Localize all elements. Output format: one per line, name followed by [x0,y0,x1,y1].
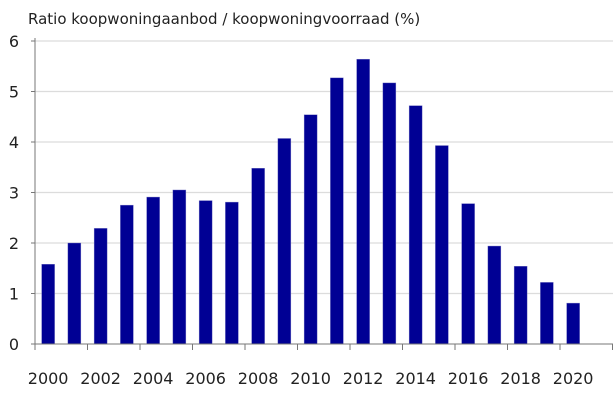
bar-2007 [225,201,239,345]
bar-2003 [120,204,134,345]
bar-2017 [487,245,502,345]
y-tick-label: 4 [9,133,19,152]
x-tick-label: 2006 [185,369,226,388]
y-tick-label: 5 [9,83,19,102]
bar-2016 [461,203,475,345]
x-tick-label: 2020 [553,369,594,388]
x-tick-label: 2000 [28,369,69,388]
y-tick-label: 1 [9,285,19,304]
bar-2006 [198,200,213,345]
y-tick-label: 0 [9,335,19,354]
bar-2013 [382,82,397,345]
bar-2004 [146,196,160,345]
bar-2009 [277,138,292,345]
x-tick-label: 2004 [133,369,174,388]
y-tick-label: 2 [9,234,19,253]
bar-2008 [251,168,265,345]
x-tick-label: 2014 [395,369,436,388]
bar-2010 [303,114,318,345]
y-tick-label: 3 [9,184,19,203]
x-tick-label: 2016 [448,369,489,388]
bar-2018 [513,266,528,345]
bar-2000 [41,264,55,345]
x-tick-label: 2008 [238,369,279,388]
x-tick-label: 2010 [290,369,331,388]
x-tick-label: 2012 [343,369,384,388]
bar-2014 [408,105,423,345]
bar-2005 [172,189,187,345]
bar-2001 [67,242,82,345]
x-tick-label: 2018 [500,369,541,388]
bar-2020 [566,302,580,345]
x-tick-label: 2002 [80,369,121,388]
bar-2012 [356,58,370,345]
bar-2019 [540,282,554,345]
bar-2002 [93,228,108,345]
bar-2015 [435,145,449,345]
chart-title: Ratio koopwoningaanbod / koopwoningvoorr… [28,10,420,28]
bar-2011 [330,77,344,345]
y-tick-label: 6 [9,32,19,51]
